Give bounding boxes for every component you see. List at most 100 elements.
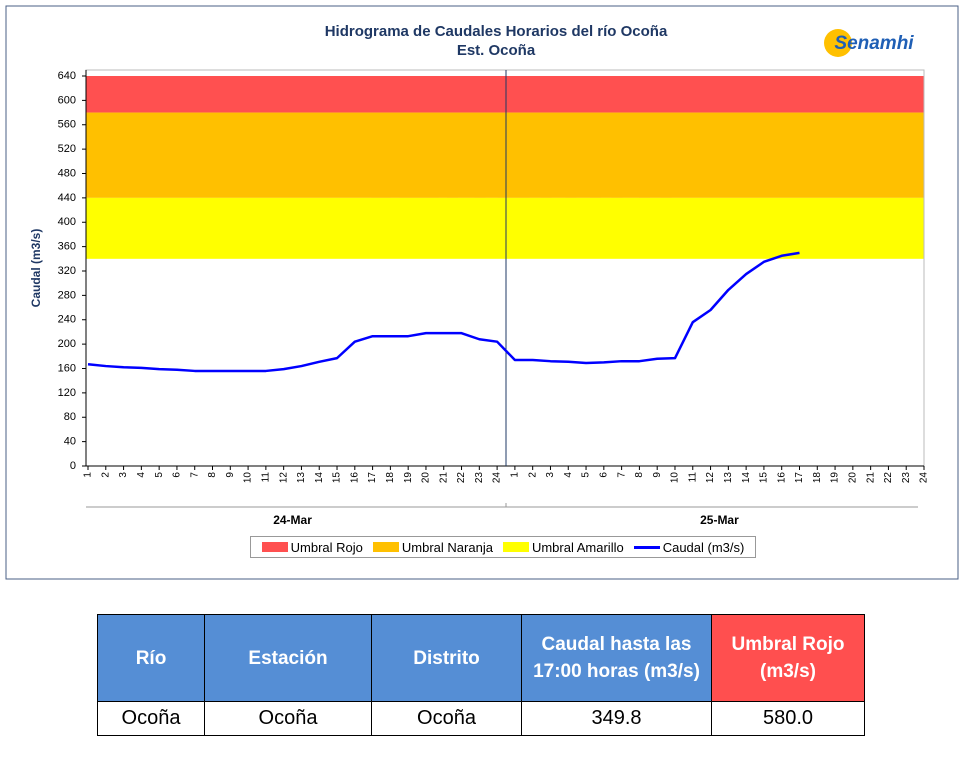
legend-item: Caudal (m3/s) xyxy=(633,539,745,555)
header-cell: Caudal hasta las 17:00 horas (m3/s) xyxy=(521,614,712,702)
x-tick-label: 4 xyxy=(563,472,574,478)
x-tick-label: 14 xyxy=(314,472,325,484)
x-tick-label: 7 xyxy=(189,472,200,478)
x-tick-label: 5 xyxy=(154,472,165,478)
legend-swatch xyxy=(633,545,660,549)
x-tick-label: 20 xyxy=(847,472,858,484)
x-tick-label: 8 xyxy=(207,472,218,478)
x-tick-label: 20 xyxy=(421,472,432,484)
y-tick-label: 640 xyxy=(58,70,76,82)
cell: Ocoña xyxy=(371,701,522,736)
x-tick-label: 16 xyxy=(349,472,360,484)
legend-swatch xyxy=(261,542,288,552)
y-tick-label: 240 xyxy=(58,314,76,326)
x-tick-label: 22 xyxy=(883,472,894,484)
x-tick-label: 13 xyxy=(723,472,734,484)
cell: Ocoña xyxy=(97,701,205,736)
x-tick-label: 23 xyxy=(901,472,912,484)
y-tick-label: 160 xyxy=(58,362,76,374)
x-tick-label: 2 xyxy=(527,472,538,478)
x-tick-label: 19 xyxy=(830,472,841,484)
y-tick-label: 440 xyxy=(58,192,76,204)
x-tick-label: 9 xyxy=(652,472,663,478)
legend-item: Umbral Naranja xyxy=(372,539,493,555)
x-tick-label: 22 xyxy=(456,472,467,484)
group-label: 24-Mar xyxy=(273,513,312,527)
threshold-band xyxy=(86,76,924,113)
y-tick-label: 360 xyxy=(58,241,76,253)
legend-item: Umbral Amarillo xyxy=(502,539,624,555)
header-cell: Estación xyxy=(204,614,372,702)
table-header: Río Estación Distrito Caudal hasta las 1… xyxy=(97,614,865,702)
legend-swatch xyxy=(372,542,399,552)
chart: Hidrograma de Caudales Horarios del río … xyxy=(5,5,959,580)
y-tick-label: 80 xyxy=(64,411,76,423)
y-tick-label: 400 xyxy=(58,216,76,228)
header-cell: Distrito xyxy=(371,614,522,702)
y-tick-label: 320 xyxy=(58,265,76,277)
x-tick-label: 6 xyxy=(598,472,609,478)
y-tick-label: 0 xyxy=(70,460,76,472)
legend-swatch xyxy=(502,542,529,552)
x-tick-label: 15 xyxy=(332,472,343,484)
legend: Umbral Rojo Umbral Naranja Umbral Amarillo… xyxy=(250,536,756,558)
x-tick-label: 8 xyxy=(634,472,645,478)
y-tick-label: 600 xyxy=(58,94,76,106)
cell: 580.0 xyxy=(711,701,865,736)
x-tick-label: 23 xyxy=(474,472,485,484)
x-tick-label: 14 xyxy=(741,472,752,484)
x-tick-label: 7 xyxy=(616,472,627,478)
x-tick-label: 11 xyxy=(687,472,698,483)
x-tick-label: 10 xyxy=(243,472,254,484)
cell: Ocoña xyxy=(204,701,372,736)
y-tick-label: 120 xyxy=(58,387,76,399)
y-tick-label: 560 xyxy=(58,119,76,131)
group-label: 25-Mar xyxy=(700,513,739,527)
x-tick-label: 16 xyxy=(776,472,787,484)
cell: 349.8 xyxy=(521,701,712,736)
series-line xyxy=(87,251,800,373)
x-tick-label: 24 xyxy=(919,472,930,484)
y-tick-label: 520 xyxy=(58,143,76,155)
x-tick-label: 21 xyxy=(438,472,449,484)
legend-label: Caudal (m3/s) xyxy=(662,539,745,555)
x-tick-label: 24 xyxy=(492,472,503,484)
chart-subtitle: Est. Ocoña xyxy=(457,42,536,59)
x-tick-label: 3 xyxy=(118,472,129,478)
x-tick-label: 2 xyxy=(100,472,111,478)
x-tick-label: 12 xyxy=(705,472,716,484)
x-tick-label: 18 xyxy=(812,472,823,484)
threshold-band xyxy=(86,112,924,198)
legend-label: Umbral Naranja xyxy=(401,539,493,555)
x-tick-label: 1 xyxy=(83,472,94,478)
table: Río Estación Distrito Caudal hasta las 1… xyxy=(97,614,865,736)
legend-item: Umbral Rojo xyxy=(261,540,363,555)
y-tick-label: 40 xyxy=(64,436,76,448)
x-tick-label: 18 xyxy=(385,472,396,484)
x-tick-label: 1 xyxy=(510,472,521,478)
x-tick-label: 17 xyxy=(367,472,378,484)
x-tick-label: 21 xyxy=(865,472,876,484)
x-tick-label: 13 xyxy=(296,472,307,484)
y-tick-label: 480 xyxy=(58,167,76,179)
y-axis-label: Caudal (m3/s) xyxy=(29,229,43,308)
threshold-band xyxy=(86,197,924,259)
logo: Senamhi xyxy=(834,33,914,54)
x-tick-label: 4 xyxy=(136,472,147,478)
header-cell: Umbral Rojo (m3/s) xyxy=(711,614,865,702)
chart-title: Hidrograma de Caudales Horarios del río … xyxy=(325,23,668,40)
x-tick-label: 12 xyxy=(278,472,289,484)
x-tick-label: 11 xyxy=(261,472,272,483)
x-tick-label: 6 xyxy=(172,472,183,478)
x-tick-label: 10 xyxy=(670,472,681,484)
x-tick-label: 5 xyxy=(581,472,592,478)
logo-sun xyxy=(824,29,852,57)
y-tick-label: 200 xyxy=(58,338,76,350)
legend-label: Umbral Amarillo xyxy=(531,539,624,555)
x-tick-label: 3 xyxy=(545,472,556,478)
x-tick-label: 15 xyxy=(759,472,770,484)
x-tick-label: 9 xyxy=(225,472,236,478)
y-tick-label: 280 xyxy=(58,289,76,301)
table-row: Ocoña Ocoña Ocoña 349.8 580.0 xyxy=(97,701,865,736)
